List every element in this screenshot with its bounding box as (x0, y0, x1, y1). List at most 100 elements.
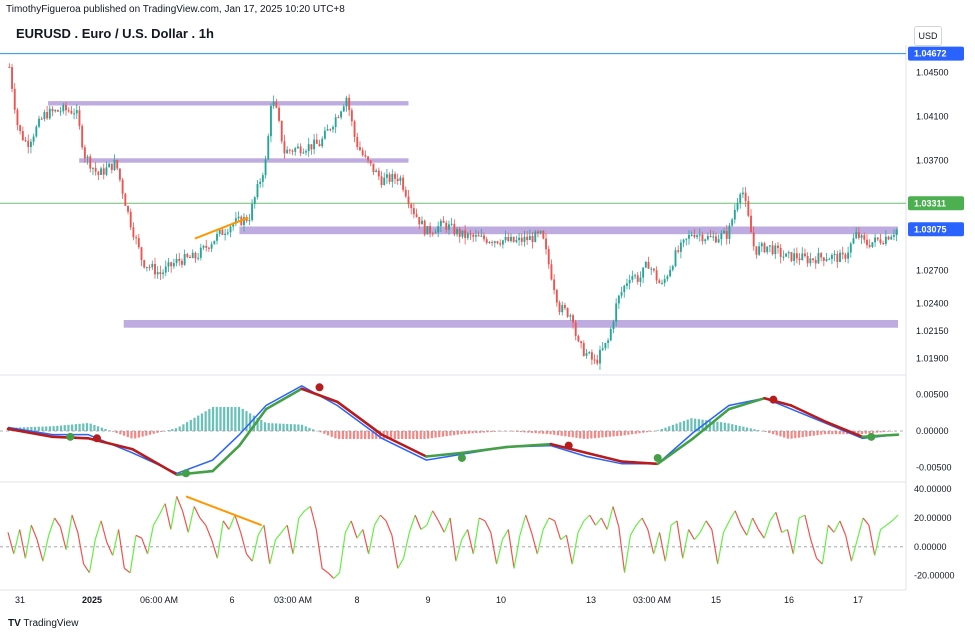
oscillator-segment (752, 517, 759, 530)
green-line-price-badge: 1.03311 (914, 198, 946, 208)
macd-histogram-bar (171, 429, 174, 431)
macd-histogram-bar (349, 431, 352, 440)
candle-body (750, 215, 752, 233)
tradingview-brand[interactable]: TV TradingView (8, 618, 78, 629)
oscillator-segment (222, 520, 230, 530)
oscillator-segment (676, 520, 684, 559)
macd-histogram-bar (404, 431, 408, 440)
time-axis-label: 13 (586, 595, 596, 605)
candle-body (302, 152, 305, 154)
candle-body (261, 175, 264, 182)
candle-body (456, 229, 458, 235)
candle-body (399, 177, 402, 182)
candle-body (793, 253, 796, 261)
candle-body (876, 237, 879, 240)
macd-histogram-bar (304, 426, 307, 431)
macd-histogram-bar (538, 431, 541, 434)
macd-histogram-bar (326, 431, 330, 436)
candle-body (375, 170, 378, 173)
candle-body (472, 234, 475, 237)
oscillator-segment (670, 520, 678, 526)
macd-histogram-bar (690, 418, 693, 431)
macd-histogram-bar (319, 431, 322, 433)
candle-body (620, 292, 623, 296)
oscillator-segment (850, 539, 858, 562)
macd-signal-segment (380, 433, 428, 458)
candle-body (437, 226, 440, 233)
macd-histogram-bar (590, 431, 593, 439)
macd-histogram-bar (300, 424, 304, 431)
macd-histogram-bar (875, 431, 878, 433)
macd-histogram-bar (527, 431, 530, 433)
oscillator-segment (83, 563, 90, 574)
macd-signal-segment (211, 444, 241, 473)
macd-histogram-bar (519, 431, 522, 433)
candle-body (631, 276, 634, 280)
macd-histogram-bar (160, 431, 163, 432)
candle-body (879, 239, 882, 244)
candle-body (267, 136, 270, 160)
macd-histogram-bar (534, 431, 537, 434)
candle-body (774, 245, 777, 255)
candle-body (305, 151, 307, 153)
macd-axis-label: -0.00500 (916, 462, 952, 472)
candle-body (283, 141, 286, 154)
macd-histogram-bar (119, 431, 122, 435)
macd-cross-marker (769, 395, 778, 404)
macd-histogram-bar (393, 431, 396, 440)
candle-body (464, 230, 467, 238)
oscillator-segment (757, 529, 765, 539)
candle-body (385, 174, 388, 178)
macd-histogram-bar (883, 431, 886, 433)
macd-histogram-bar (167, 430, 170, 431)
candle-body (607, 340, 610, 343)
oscillator-segment (641, 517, 649, 530)
macd-histogram-bar (237, 406, 241, 431)
symbol-title[interactable]: EURUSD . Euro / U.S. Dollar . 1h (16, 26, 214, 41)
macd-histogram-bar (378, 431, 382, 440)
candle-body (688, 234, 690, 239)
oscillator-segment (350, 520, 358, 539)
macd-histogram-bar (742, 426, 745, 431)
macd-histogram-bar (275, 423, 278, 431)
macd-histogram-bar (809, 431, 812, 437)
macd-histogram-bar (794, 431, 797, 439)
candle-body (804, 253, 806, 257)
oscillator-segment (391, 535, 399, 569)
candle-body (172, 263, 175, 267)
osc-axis-label: 40.00000 (914, 484, 952, 494)
candle-body (755, 246, 758, 255)
oscillator-segment (560, 534, 567, 541)
candle-body (272, 101, 275, 106)
macd-histogram-bar (860, 431, 864, 435)
candle-body (356, 136, 359, 148)
currency-button[interactable]: USD (914, 26, 942, 46)
candle-body (558, 302, 561, 313)
candle-body (423, 220, 426, 235)
candle-body (701, 234, 704, 242)
candle-body (725, 231, 728, 239)
time-axis-label: 15 (711, 595, 721, 605)
candle-body (40, 118, 43, 120)
macd-histogram-bar (516, 431, 519, 432)
oscillator-segment (461, 529, 469, 540)
candle-body (779, 248, 782, 257)
candle-body (329, 129, 332, 131)
macd-histogram-bar (597, 431, 600, 438)
macd-histogram-bar (126, 431, 129, 438)
price-axis-label: 1.02150 (916, 326, 949, 336)
candle-body (51, 108, 54, 112)
candle-body (466, 233, 469, 238)
candle-body (860, 235, 863, 238)
candle-body (593, 359, 596, 361)
oscillator-segment (54, 517, 61, 527)
oscillator-segment (827, 524, 835, 533)
candle-body (259, 181, 262, 185)
oscillator-segment (94, 520, 102, 540)
candle-body (510, 236, 512, 242)
candle-body (315, 139, 318, 144)
candle-body (760, 243, 763, 247)
candle-body (412, 208, 415, 215)
oscillator-segment (862, 517, 870, 526)
